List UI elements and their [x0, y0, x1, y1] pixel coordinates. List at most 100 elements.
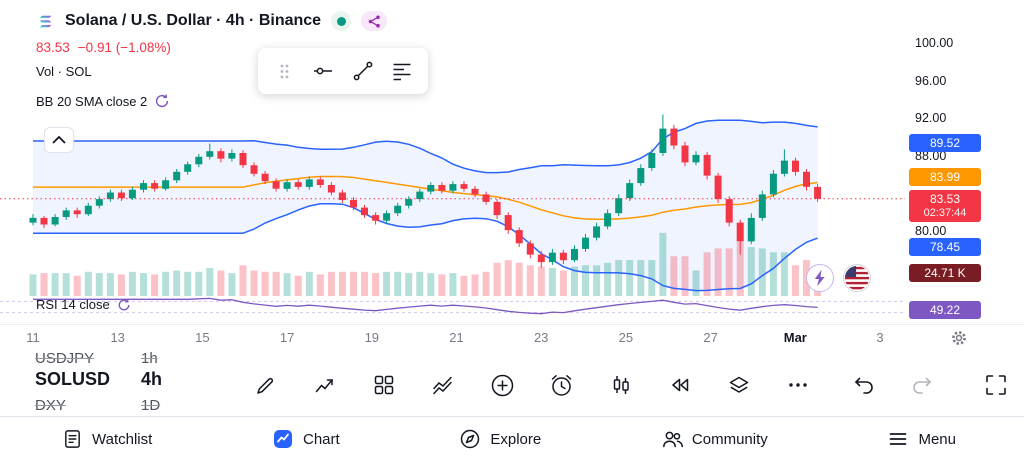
- symbol-title[interactable]: Solana / U.S. Dollar · 4h · Binance: [65, 12, 322, 29]
- horizontal-line-tool-icon: [314, 67, 333, 75]
- pencil-icon: [257, 377, 274, 394]
- share-button[interactable]: [361, 11, 388, 31]
- us-flag-icon: [844, 265, 870, 291]
- horizontal-lines-tool-icon: [393, 63, 411, 81]
- chart-toolbar: [252, 362, 812, 408]
- price-row: 83.53 −0.91 (−1.08%): [36, 40, 171, 55]
- redo-icon: [913, 377, 932, 394]
- indicators-icon: [315, 379, 333, 393]
- nav-menu[interactable]: Menu: [887, 428, 956, 450]
- undo-button[interactable]: [850, 372, 878, 400]
- time-axis-label: 23: [533, 330, 549, 345]
- horizontal-line-tool-button[interactable]: [309, 57, 337, 85]
- price-badge-last-price[interactable]: 83.53 02:37:44: [909, 190, 981, 222]
- time-axis-label: Mar: [783, 330, 807, 345]
- drag-handle-icon: [280, 64, 288, 78]
- price-axis-label: 96.00: [915, 73, 947, 88]
- drag-handle[interactable]: [270, 57, 298, 85]
- chart-icon: [273, 430, 292, 448]
- time-axis-label: 19: [364, 330, 380, 345]
- chart-settings-button[interactable]: [950, 329, 968, 347]
- volume-indicator-label[interactable]: Vol · SOL: [36, 64, 92, 79]
- chart-header: Solana / U.S. Dollar · 4h · Binance: [36, 9, 388, 33]
- price-axis-label: 88.00: [915, 148, 947, 163]
- alert-button[interactable]: [548, 371, 576, 399]
- layers-icon: [729, 376, 749, 393]
- time-axis-label: 11: [26, 330, 40, 345]
- chart-type-button[interactable]: [607, 371, 635, 399]
- bb-indicator-label: BB 20 SMA close 2: [36, 93, 148, 109]
- undo-icon: [854, 377, 873, 394]
- time-axis-label: 13: [110, 330, 125, 345]
- time-axis[interactable]: 11 13 15 17 19 21 23 25 27 Mar 3: [0, 324, 1024, 350]
- bottom-navigation: Watchlist Chart Explore Community Menu: [0, 416, 1024, 461]
- indicators-button[interactable]: [311, 371, 339, 399]
- boost-button[interactable]: [806, 264, 834, 292]
- solana-logo-icon: [36, 12, 55, 31]
- watchlist-icon: [65, 430, 80, 448]
- rsi-indicator-row[interactable]: RSI 14 close: [36, 297, 131, 312]
- time-axis-label: 3: [876, 330, 884, 345]
- watchlist-timeframe[interactable]: 4h: [141, 369, 163, 389]
- hamburger-menu-icon: [890, 433, 907, 445]
- compass-icon: [461, 429, 480, 449]
- rsi-indicator-label: RSI 14 close: [36, 297, 110, 312]
- price-badge-volume[interactable]: 24.71 K: [909, 264, 981, 282]
- nav-explore[interactable]: Explore: [459, 428, 541, 450]
- last-price-text: 83.53: [36, 40, 70, 55]
- fullscreen-button[interactable]: [982, 371, 1010, 399]
- watchlist-symbol[interactable]: DXY: [35, 397, 66, 414]
- redo-button[interactable]: [908, 372, 936, 400]
- nav-community-label: Community: [691, 430, 768, 448]
- time-axis-label: 17: [279, 330, 295, 345]
- replay-button[interactable]: [666, 371, 694, 399]
- nav-watchlist[interactable]: Watchlist: [62, 428, 152, 450]
- share-icon: [368, 15, 380, 27]
- nav-watchlist-label: Watchlist: [92, 430, 153, 448]
- price-badge-bb-basis[interactable]: 83.99: [909, 168, 981, 186]
- watchlist-symbol[interactable]: SOLUSD: [35, 369, 111, 389]
- market-open-dot-icon: [336, 16, 346, 26]
- price-badge-bb-lower[interactable]: 78.45: [909, 238, 981, 256]
- price-badge-bb-upper[interactable]: 89.52: [909, 134, 981, 152]
- nav-chart[interactable]: Chart: [272, 428, 340, 450]
- collapse-panel-button[interactable]: [44, 127, 74, 153]
- refresh-icon: [156, 94, 169, 108]
- object-tree-button[interactable]: [725, 371, 753, 399]
- watchlist-timeframe[interactable]: 1D: [141, 397, 161, 414]
- trend-line-tool-button[interactable]: [349, 57, 377, 85]
- lightning-bolt-icon: [814, 269, 825, 287]
- price-axis-label: 92.00: [915, 111, 947, 126]
- bb-indicator-row[interactable]: BB 20 SMA close 2: [36, 93, 170, 109]
- ellipsis-icon: [789, 383, 807, 387]
- people-icon: [662, 431, 683, 448]
- refresh-icon: [118, 298, 130, 310]
- drawing-toolbar: [258, 48, 428, 94]
- watchlist-symbol[interactable]: USDJPY: [35, 350, 95, 367]
- alarm-clock-icon: [551, 374, 572, 396]
- nav-chart-label: Chart: [302, 430, 340, 448]
- price-scale[interactable]: 100.00 96.00 92.00 88.00 80.00 89.52 83.99 83.5…: [905, 0, 1024, 322]
- trend-line-tool-icon: [353, 61, 373, 81]
- price-axis-label: 80.00: [915, 224, 947, 238]
- candles-icon: [613, 376, 629, 394]
- rewind-icon: [672, 378, 689, 392]
- horizontal-lines-tool-button[interactable]: [388, 57, 416, 85]
- gear-icon: [952, 331, 966, 345]
- patterns-button[interactable]: [429, 371, 457, 399]
- patterns-icon: [433, 376, 453, 395]
- add-button[interactable]: [488, 371, 516, 399]
- watchlist-timeframe[interactable]: 1h: [141, 350, 158, 367]
- plus-circle-icon: [491, 374, 514, 396]
- nav-community[interactable]: Community: [661, 428, 768, 450]
- layout-button[interactable]: [370, 371, 398, 399]
- fullscreen-icon: [986, 375, 1006, 395]
- price-badge-rsi[interactable]: 49.22: [909, 301, 981, 319]
- draw-button[interactable]: [252, 371, 280, 399]
- chevron-up-icon: [52, 136, 66, 144]
- time-axis-label: 25: [618, 330, 634, 345]
- more-button[interactable]: [784, 371, 812, 399]
- market-status-badge[interactable]: [331, 11, 352, 31]
- country-flag-button[interactable]: [843, 264, 871, 292]
